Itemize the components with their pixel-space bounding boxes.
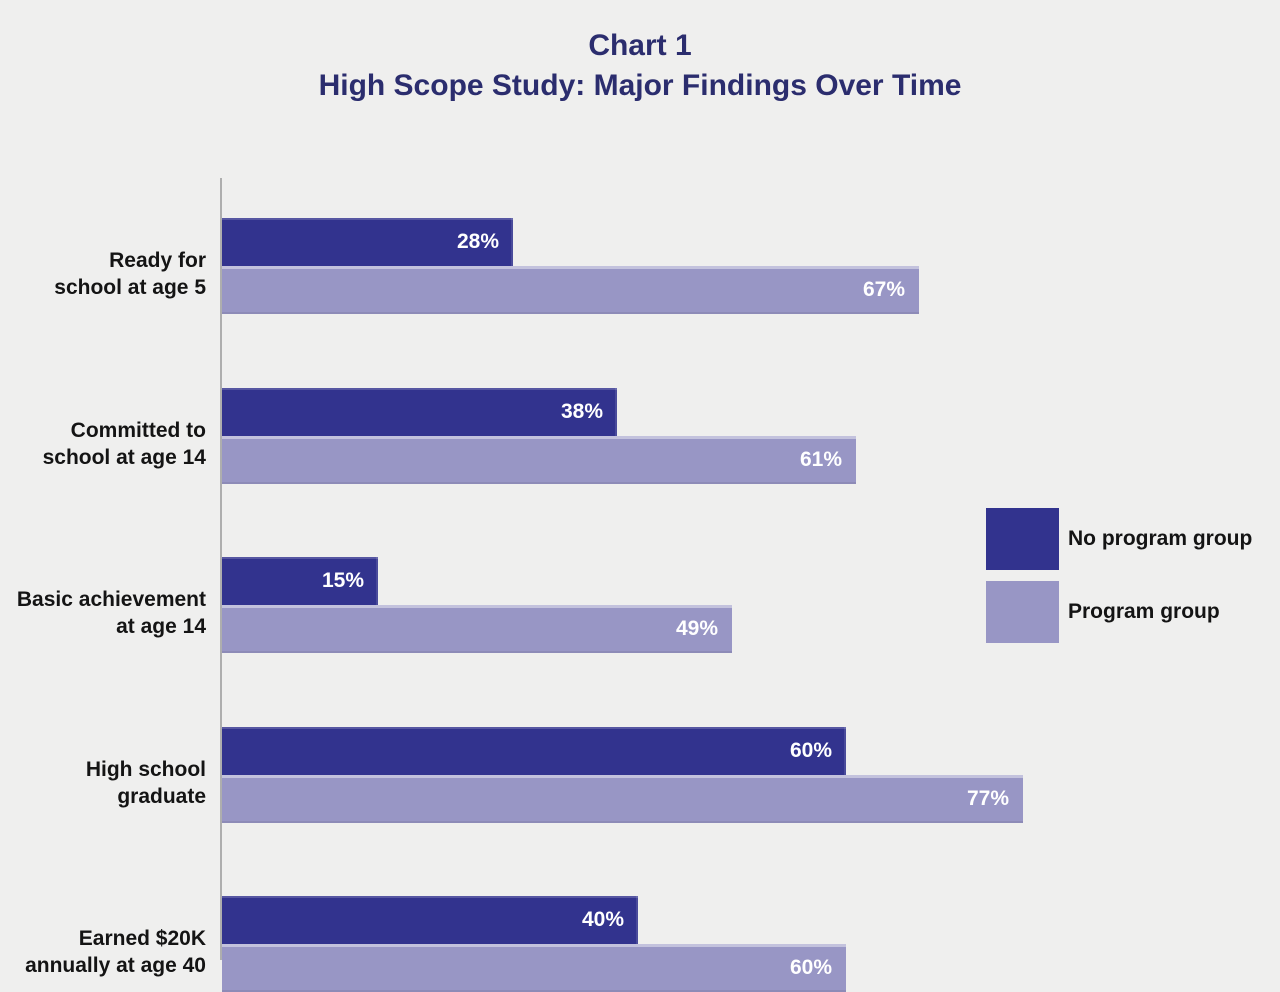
bar-program-3: 77% bbox=[222, 775, 1023, 823]
bar-program-1: 61% bbox=[222, 436, 856, 484]
bar-no-program-2: 15% bbox=[222, 557, 378, 605]
bar-no-program-3: 60% bbox=[222, 727, 846, 775]
legend-swatch-program bbox=[986, 581, 1059, 643]
legend-item-no-program: No program group bbox=[986, 508, 1280, 570]
category-label-2: Basic achievement at age 14 bbox=[6, 586, 206, 640]
category-label-line: Committed to bbox=[70, 419, 206, 442]
chart-title-line2: High Scope Study: Major Findings Over Ti… bbox=[318, 69, 962, 102]
bar-value-label: 28% bbox=[456, 230, 499, 253]
y-axis-line bbox=[220, 178, 222, 960]
bar-value-label: 40% bbox=[581, 908, 624, 931]
category-label-line: Ready for bbox=[109, 249, 206, 272]
category-label-4: Earned $20K annually at age 40 bbox=[6, 925, 206, 979]
bar-no-program-4: 40% bbox=[222, 896, 638, 944]
bar-program-0: 67% bbox=[222, 266, 919, 314]
bar-value-label: 67% bbox=[862, 278, 905, 301]
legend-label-no-program: No program group bbox=[1068, 527, 1253, 550]
category-label-line: Basic achievement bbox=[16, 588, 206, 611]
bar-no-program-1: 38% bbox=[222, 388, 617, 436]
chart-title: Chart 1 High Scope Study: Major Findings… bbox=[0, 26, 1280, 106]
chart-area: 28% 67% Ready for school at age 5 38% 61% Comm… bbox=[17, 178, 1280, 992]
category-label-line: school at age 5 bbox=[54, 276, 206, 299]
legend-swatch-no-program bbox=[986, 508, 1059, 570]
chart-title-line1: Chart 1 bbox=[588, 29, 692, 62]
bar-value-label: 60% bbox=[789, 956, 832, 979]
bar-value-label: 49% bbox=[675, 617, 718, 640]
bar-value-label: 60% bbox=[789, 739, 832, 762]
category-label-line: school at age 14 bbox=[42, 446, 206, 469]
category-label-1: Committed to school at age 14 bbox=[6, 417, 206, 471]
bar-value-label: 15% bbox=[321, 569, 364, 592]
bar-no-program-0: 28% bbox=[222, 218, 513, 266]
bar-program-4: 60% bbox=[222, 944, 846, 992]
category-label-line: graduate bbox=[117, 785, 206, 808]
legend-label-program: Program group bbox=[1068, 600, 1220, 623]
bar-value-label: 77% bbox=[966, 787, 1009, 810]
category-label-line: High school bbox=[85, 758, 206, 781]
category-label-line: at age 14 bbox=[116, 615, 206, 638]
category-label-3: High school graduate bbox=[6, 756, 206, 810]
category-label-0: Ready for school at age 5 bbox=[6, 247, 206, 301]
bar-value-label: 38% bbox=[560, 400, 603, 423]
bar-program-2: 49% bbox=[222, 605, 732, 653]
category-label-line: Earned $20K bbox=[78, 927, 206, 950]
category-label-line: annually at age 40 bbox=[25, 954, 206, 977]
bar-value-label: 61% bbox=[799, 448, 842, 471]
legend-item-program: Program group bbox=[986, 581, 1280, 643]
legend: No program group Program group bbox=[986, 508, 1280, 654]
